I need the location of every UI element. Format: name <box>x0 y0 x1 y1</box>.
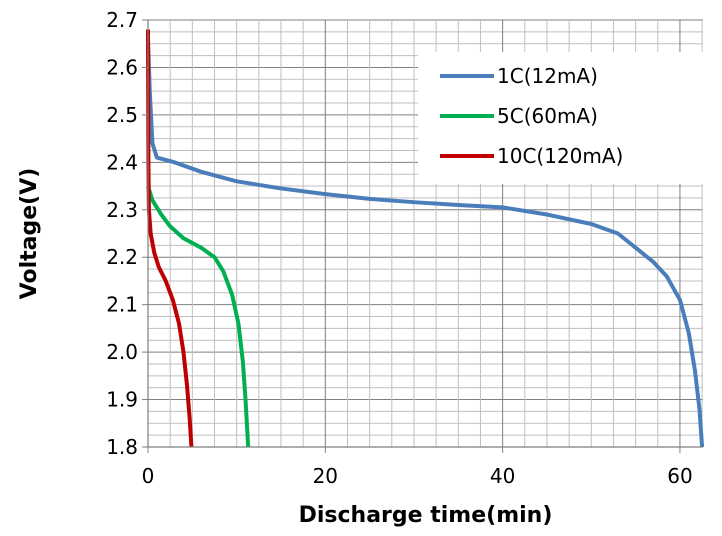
x-tick-label: 40 <box>490 464 515 488</box>
y-tick-label: 2.6 <box>106 55 138 79</box>
x-tick-label: 60 <box>667 464 692 488</box>
legend-label-1: 1C(12mA) <box>497 64 598 88</box>
series-lines <box>146 29 705 448</box>
series-line-1 <box>146 38 705 448</box>
axes: 1.8 1.9 2.0 2.1 2.2 2.3 2.4 2.5 2.6 2.7 0 20 40 60 <box>106 8 703 488</box>
y-tick-label: 1.9 <box>106 388 138 412</box>
legend: 1C(12mA) 5C(60mA) 10C(120mA) <box>418 52 703 184</box>
x-axis-title: Discharge time(min) <box>299 503 553 528</box>
y-tick-label: 1.8 <box>106 435 138 459</box>
y-tick-label: 2.1 <box>106 293 138 317</box>
y-tick-label: 2.0 <box>106 340 138 364</box>
legend-label-2: 5C(60mA) <box>497 104 598 128</box>
legend-label-3: 10C(120mA) <box>497 144 623 168</box>
y-tick-label: 2.2 <box>106 245 138 269</box>
series-line-3 <box>146 29 194 448</box>
y-axis-title: Voltage(V) <box>17 168 42 300</box>
x-tick-label: 0 <box>142 464 155 488</box>
x-tick-label: 20 <box>313 464 338 488</box>
series-line-2 <box>146 185 251 448</box>
y-tick-label: 2.4 <box>106 150 138 174</box>
y-tick-label: 2.5 <box>106 103 138 127</box>
y-tick-label: 2.7 <box>106 8 138 32</box>
y-tick-label: 2.3 <box>106 198 138 222</box>
